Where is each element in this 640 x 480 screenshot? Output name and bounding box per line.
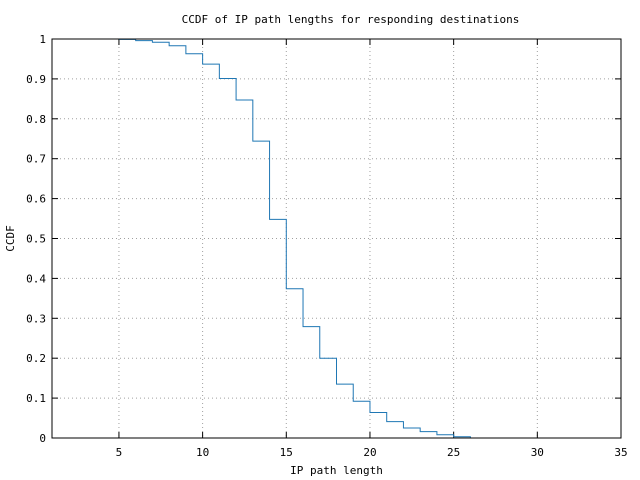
y-tick-label: 0.3 xyxy=(26,312,46,325)
y-tick-label: 0.4 xyxy=(26,272,46,285)
x-tick-label: 15 xyxy=(280,446,293,459)
y-tick-label: 0.1 xyxy=(26,392,46,405)
x-tick-labels: 5 10 15 20 25 30 35 xyxy=(116,446,628,459)
series-layer xyxy=(118,38,621,439)
x-tick-label: 30 xyxy=(531,446,544,459)
y-tick-labels: 0 0.1 0.2 0.3 0.4 0.5 0.6 0.7 0.8 0.9 1 xyxy=(26,33,46,445)
x-tick-label: 25 xyxy=(447,446,460,459)
x-tick-label: 5 xyxy=(116,446,123,459)
y-tick-label: 0.6 xyxy=(26,193,46,206)
y-tick-label: 0 xyxy=(39,432,46,445)
y-tick-label: 0.2 xyxy=(26,352,46,365)
y-tick-label: 0.7 xyxy=(26,153,46,166)
y-tick-label: 0.5 xyxy=(26,233,46,246)
x-axis-label: IP path length xyxy=(290,464,383,477)
y-tick-label: 0.8 xyxy=(26,113,46,126)
plot-frame xyxy=(51,38,622,439)
x-tick-label: 20 xyxy=(363,446,376,459)
y-axis-label: CCDF xyxy=(4,225,17,252)
x-tick-label: 10 xyxy=(196,446,209,459)
y-tick-label: 1 xyxy=(39,33,46,46)
x-tick-label: 35 xyxy=(614,446,627,459)
ccdf-step-line xyxy=(118,38,621,439)
chart-title: CCDF of IP path lengths for responding d… xyxy=(182,13,520,26)
y-tick-label: 0.9 xyxy=(26,73,46,86)
